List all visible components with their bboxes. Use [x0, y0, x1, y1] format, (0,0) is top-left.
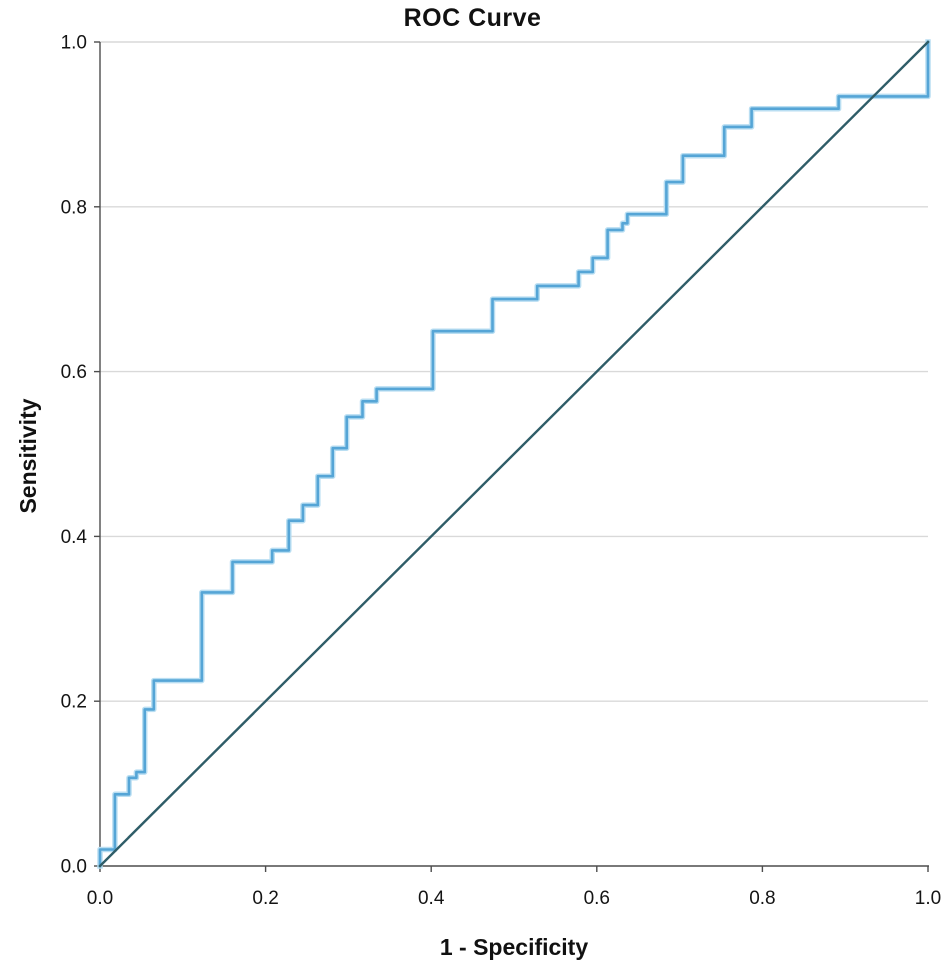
roc-curve-line — [98, 40, 930, 868]
y-tick-label-0.4: 0.4 — [61, 527, 88, 548]
y-tick-label-0.0: 0.0 — [61, 857, 87, 878]
x-tick-label-0.6: 0.6 — [584, 888, 610, 909]
y-axis-title: Sensitivity — [15, 398, 41, 514]
x-tick-label-1.0: 1.0 — [915, 888, 941, 909]
chart-title: ROC Curve — [403, 4, 542, 32]
x-tick-label-0.8: 0.8 — [749, 888, 775, 909]
y-tick-label-1.0: 1.0 — [61, 33, 87, 54]
reference-diagonal-line — [98, 40, 930, 868]
x-tick-label-0.4: 0.4 — [418, 888, 445, 909]
y-tick-label-0.2: 0.2 — [61, 692, 87, 713]
x-tick-label-0.0: 0.0 — [87, 888, 113, 909]
x-tick-label-0.2: 0.2 — [252, 888, 278, 909]
y-tick-label-0.8: 0.8 — [61, 197, 87, 218]
x-axis-title: 1 - Specificity — [439, 934, 589, 960]
y-tick-label-0.6: 0.6 — [61, 362, 87, 383]
